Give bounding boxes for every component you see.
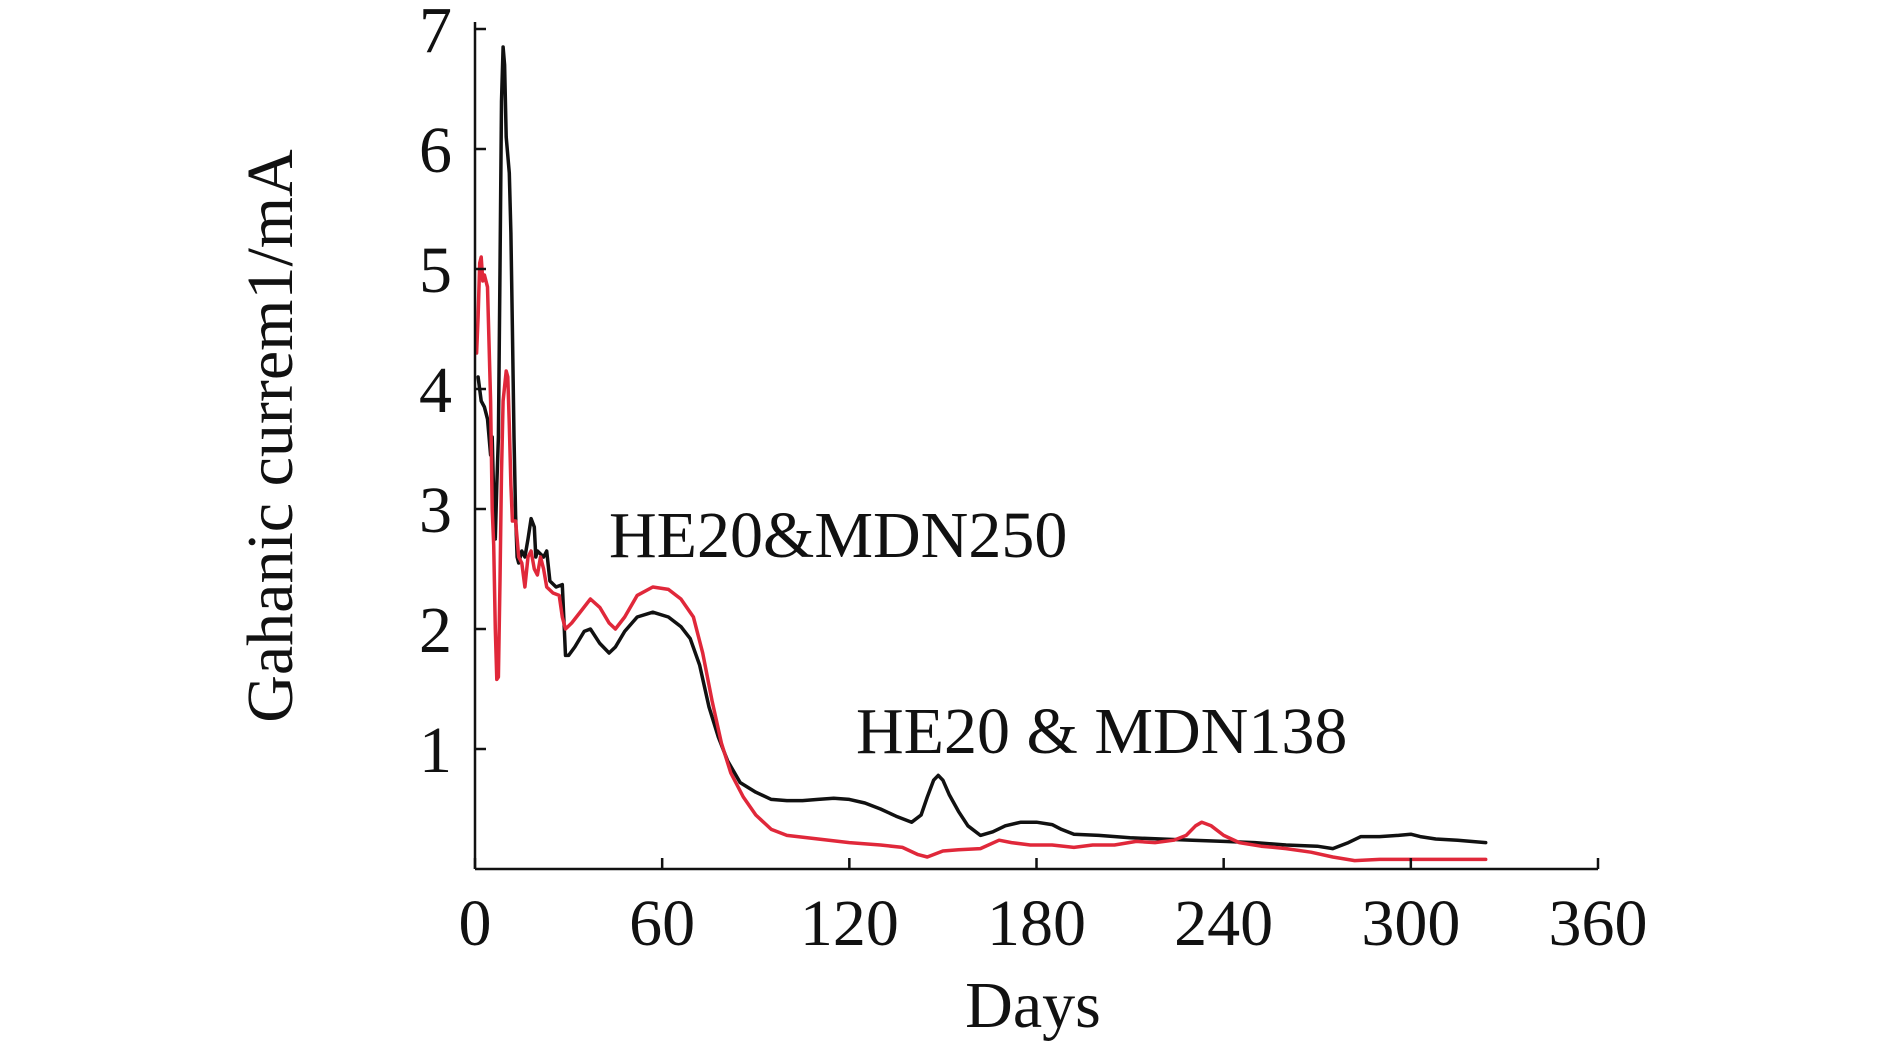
annotation-he20-mdn250: HE20&MDN250 (609, 499, 1067, 572)
x-tick-label: 0 (459, 887, 492, 960)
x-tick-label: 300 (1361, 887, 1460, 960)
y-tick-label: 1 (419, 714, 452, 787)
y-tick-label: 4 (419, 354, 452, 427)
y-tick-label: 3 (419, 474, 452, 547)
x-tick-label: 120 (800, 887, 899, 960)
x-tick-label: 360 (1549, 887, 1648, 960)
tick-layer: 0 60 120 180 240 300 360 1 2 3 4 5 6 7 (419, 0, 1648, 960)
series-line-red (474, 255, 1488, 863)
x-tick-label: 240 (1174, 887, 1273, 960)
x-tick-label: 60 (629, 887, 695, 960)
y-axis-title: Gahanic currem1/mA (234, 149, 307, 723)
y-tick-label: 7 (419, 0, 452, 67)
y-tick-label: 6 (419, 114, 452, 187)
y-tick-label: 2 (419, 594, 452, 667)
y-tick-label: 5 (419, 234, 452, 307)
series-line-black (476, 45, 1488, 851)
series-layer (474, 45, 1488, 863)
annotation-he20-mdn138: HE20 & MDN138 (856, 695, 1347, 768)
x-axis-title: Days (965, 969, 1101, 1042)
x-tick-label: 180 (987, 887, 1086, 960)
